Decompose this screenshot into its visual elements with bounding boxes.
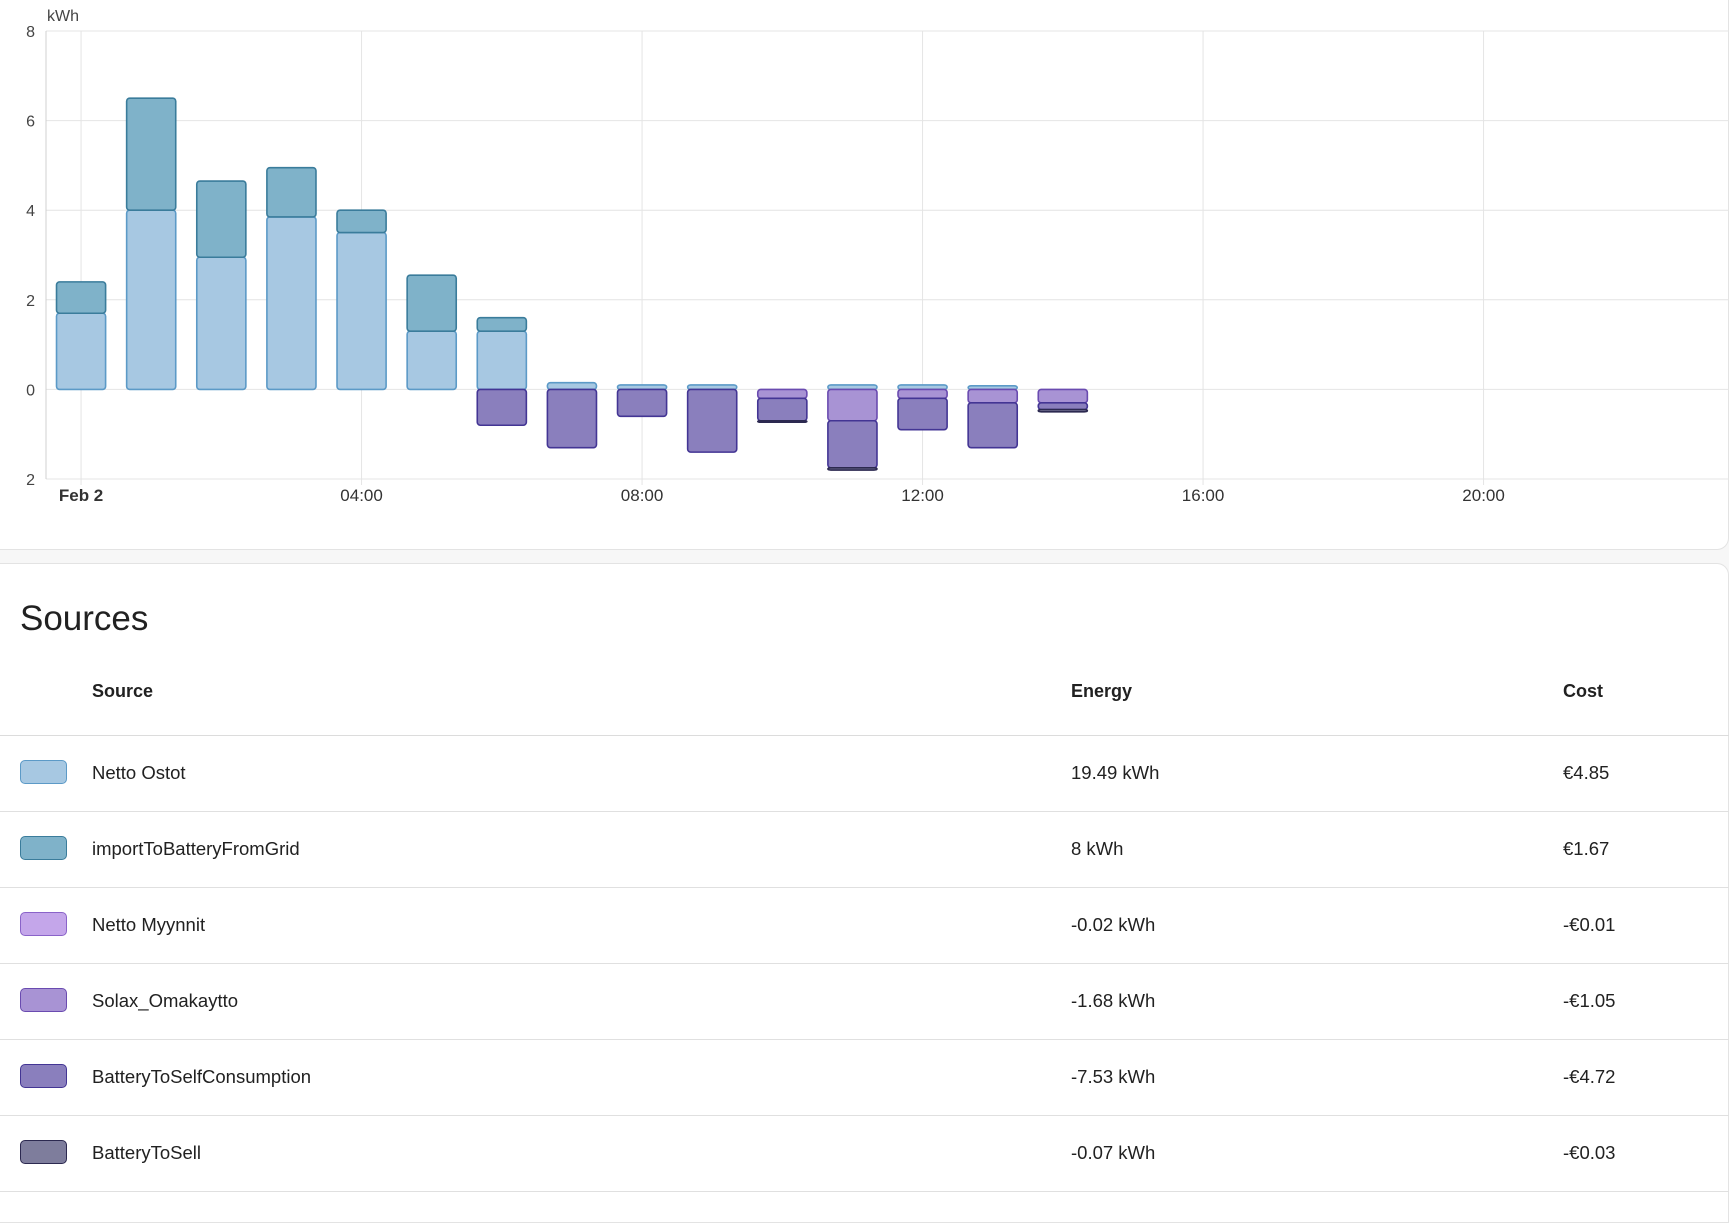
bar-segment [266, 216, 317, 391]
x-tick-label: 04:00 [340, 486, 383, 505]
source-name: Netto Myynnit [92, 914, 206, 935]
sources-card: Sources Source Energy Cost Netto Ostot 1… [0, 563, 1729, 1223]
color-swatch [20, 988, 67, 1012]
source-name: BatteryToSelfConsumption [92, 1066, 312, 1087]
source-cost: -€1.05 [1563, 990, 1616, 1011]
bar-segment [897, 397, 948, 431]
source-cost: -€4.72 [1563, 1066, 1616, 1087]
source-name: Netto Ostot [92, 762, 186, 783]
y-unit-label: kWh [47, 8, 79, 25]
header-source: Source [92, 681, 154, 701]
sources-title: Sources [20, 599, 149, 638]
bar-segment [336, 231, 387, 391]
color-swatch [20, 760, 67, 784]
table-row: Solax_Omakaytto -1.68 kWh -€1.05 [0, 964, 1729, 1040]
source-energy: -7.53 kWh [1071, 1066, 1156, 1087]
bar-segment [897, 388, 948, 400]
bar-segment [1037, 402, 1089, 411]
table-row: importToBatteryFromGrid 8 kWh €1.67 [0, 812, 1729, 888]
table-row: Netto Myynnit -0.02 kWh -€0.01 [0, 888, 1729, 964]
bar-segment [546, 388, 598, 449]
sources-table-header: Source Energy Cost [0, 664, 1729, 736]
bar-segment [756, 419, 808, 424]
bar-segment [1037, 388, 1089, 404]
bar-segment [55, 312, 107, 391]
source-cost: €4.85 [1563, 762, 1610, 783]
sources-table: Source Energy Cost Netto Ostot 19.49 kWh… [0, 664, 1729, 1192]
y-tick-label: 0 [26, 382, 35, 399]
bar-segment [195, 256, 247, 391]
source-energy: -0.02 kWh [1071, 914, 1156, 935]
source-energy: 19.49 kWh [1071, 762, 1160, 783]
header-energy[interactable]: Energy [1071, 681, 1133, 701]
bar-segment [967, 388, 1019, 404]
bar-segment [827, 388, 878, 422]
color-swatch [20, 1140, 67, 1164]
bar-segment [476, 388, 528, 427]
bar-segment [195, 180, 247, 259]
source-cost: €1.67 [1563, 838, 1610, 859]
bar-segment [827, 466, 878, 471]
source-name: BatteryToSell [92, 1142, 201, 1163]
y-tick-label: 2 [26, 293, 35, 310]
bar-segment [125, 97, 177, 211]
color-swatch [20, 1064, 67, 1088]
table-row: Netto Ostot 19.49 kWh €4.85 [0, 736, 1729, 812]
y-tick-label: 8 [26, 24, 35, 41]
table-row: BatteryToSelfConsumption -7.53 kWh -€4.7… [0, 1040, 1729, 1116]
bar-segment [827, 419, 878, 469]
x-tick-label: 08:00 [621, 486, 664, 505]
bar-segment [406, 274, 458, 332]
color-swatch [20, 912, 67, 936]
color-swatch [20, 836, 67, 860]
bar-segment [125, 209, 177, 391]
bar-segment [266, 166, 317, 218]
source-energy: -0.07 kWh [1071, 1142, 1156, 1163]
source-name: importToBatteryFromGrid [92, 838, 300, 859]
source-cost: -€0.03 [1563, 1142, 1616, 1163]
bar-segment [406, 330, 458, 391]
x-tick-label: Feb 2 [59, 486, 103, 505]
header-cost[interactable]: Cost [1563, 681, 1603, 701]
y-tick-label: 2 [26, 472, 35, 489]
bar-segment [546, 381, 598, 391]
bar-segment [476, 316, 528, 332]
bar-segment [686, 388, 738, 453]
bar-segment [756, 397, 808, 422]
bar-segment [616, 388, 668, 418]
energy-usage-card: 8 6 4 2 0 2 Feb 2 04:00 08:00 12:00 16:00 20:00 kWh [0, 0, 1729, 550]
source-energy: 8 kWh [1071, 838, 1124, 859]
table-row: BatteryToSell -0.07 kWh -€0.03 [0, 1116, 1729, 1192]
bar-segment [967, 402, 1019, 449]
source-cost: -€0.01 [1563, 914, 1616, 935]
source-name: Solax_Omakaytto [92, 990, 239, 1011]
chart-axes: 8 6 4 2 0 2 Feb 2 04:00 08:00 12:00 16:00 20:00 kWh [26, 8, 1505, 505]
y-tick-label: 4 [26, 203, 35, 220]
chart-bars [55, 97, 1089, 471]
x-tick-label: 12:00 [901, 486, 944, 505]
bar-segment [336, 209, 387, 234]
bar-segment [476, 330, 528, 391]
bar-segment [55, 281, 107, 315]
x-tick-label: 16:00 [1182, 486, 1225, 505]
x-tick-label: 20:00 [1462, 486, 1505, 505]
bar-segment [756, 388, 808, 400]
chart-grid [45, 30, 1729, 485]
energy-usage-chart: 8 6 4 2 0 2 Feb 2 04:00 08:00 12:00 16:00 20:00 kWh [26, 8, 1729, 505]
y-tick-label: 6 [26, 114, 35, 131]
bar-segment [1037, 408, 1089, 413]
source-energy: -1.68 kWh [1071, 990, 1156, 1011]
